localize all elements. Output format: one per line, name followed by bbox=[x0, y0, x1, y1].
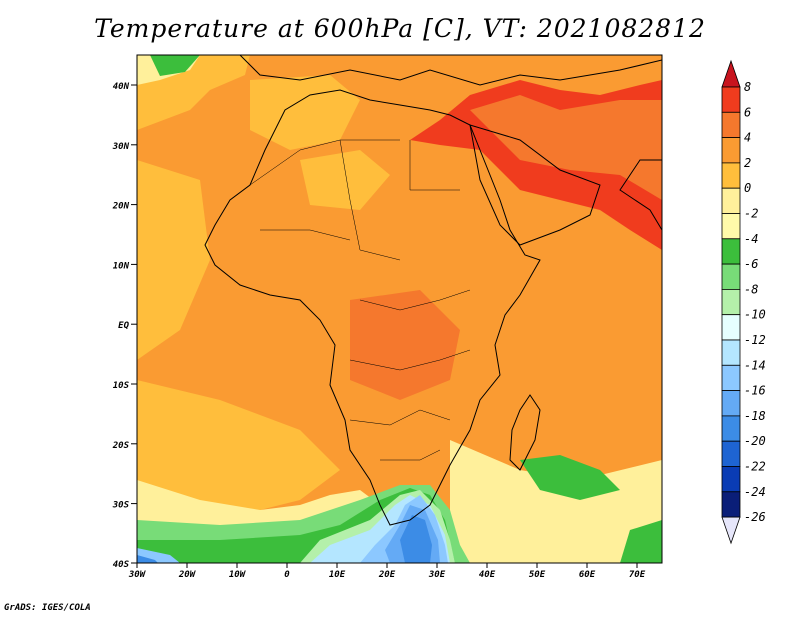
lon-label: 20E bbox=[378, 570, 396, 580]
colorbar-label: -18 bbox=[744, 409, 766, 423]
colorbar-max-arrow bbox=[721, 59, 741, 88]
lat-label: 40S bbox=[113, 560, 130, 570]
colorbar-segment bbox=[721, 288, 741, 316]
colorbar-segment bbox=[721, 111, 741, 139]
colorbar-segment bbox=[721, 314, 741, 341]
colorbar-label: 4 bbox=[744, 131, 751, 145]
lon-label: 10W bbox=[229, 570, 247, 580]
colorbar-label: 8 bbox=[744, 80, 751, 94]
colorbar-segment bbox=[721, 213, 741, 240]
colorbar-label: -20 bbox=[744, 434, 766, 448]
country-borders bbox=[249, 139, 471, 461]
lon-label: 20W bbox=[178, 570, 197, 580]
lat-label: 30S bbox=[112, 501, 130, 511]
colorbar-segment bbox=[721, 187, 741, 214]
colorbar-segment bbox=[721, 238, 741, 265]
colorbar-segment bbox=[721, 390, 741, 417]
colorbar-label: -22 bbox=[744, 460, 766, 474]
lat-label: 10N bbox=[113, 261, 130, 271]
colorbar-segment bbox=[721, 415, 741, 442]
lon-label: 30E bbox=[428, 570, 446, 580]
lon-label: 70E bbox=[629, 570, 646, 580]
longitude-axis: 30W 20W 10W 0 10E 20E 30E 40E 50E 60E 70E bbox=[128, 563, 646, 580]
lat-label: EQ bbox=[118, 321, 129, 331]
lat-label: 20N bbox=[112, 202, 130, 212]
lat-label: 20S bbox=[112, 441, 130, 451]
lat-label: 40N bbox=[113, 82, 130, 92]
colorbar-segment bbox=[721, 86, 741, 113]
colorbar-label: -26 bbox=[744, 510, 766, 524]
lon-label: 0 bbox=[284, 570, 290, 580]
colorbar-segment bbox=[721, 339, 741, 366]
lon-label: 10E bbox=[329, 570, 346, 580]
temperature-field bbox=[137, 55, 662, 563]
map-title: Temperature at 600hPa [C], VT: 202108281… bbox=[94, 14, 706, 43]
colorbar-label: -2 bbox=[744, 207, 758, 221]
colorbar-segment bbox=[721, 137, 741, 164]
lon-label: 30W bbox=[128, 570, 147, 580]
colorbar-label: -14 bbox=[744, 358, 766, 372]
colorbar-label: -4 bbox=[744, 232, 758, 246]
grads-credit: GrADS: IGES/COLA bbox=[4, 603, 91, 613]
lat-label: 10S bbox=[113, 381, 130, 391]
colorbar-segment bbox=[721, 162, 741, 189]
lon-label: 50E bbox=[529, 570, 546, 580]
latitude-axis: 40N 30N 20N 10N EQ 10S 20S 30S 40S bbox=[112, 82, 137, 570]
colorbar-label: -12 bbox=[744, 333, 766, 347]
colorbar-label: -24 bbox=[744, 485, 766, 499]
colorbar-min-arrow bbox=[721, 516, 741, 545]
lon-label: 40E bbox=[479, 570, 496, 580]
colorbar-segment bbox=[721, 440, 741, 467]
colorbar-label: -16 bbox=[744, 384, 766, 398]
colorbar: 8 6 4 2 0 -2 -4 -6 -8 -10 -12 -14 -16 -18 -20 -22 -24 -26 bbox=[721, 59, 766, 545]
colorbar-label: 0 bbox=[744, 181, 751, 195]
colorbar-label: 2 bbox=[744, 156, 751, 170]
map-frame bbox=[136, 54, 663, 564]
colorbar-segment bbox=[721, 364, 741, 391]
colorbar-label: -10 bbox=[744, 308, 766, 322]
colorbar-segment bbox=[721, 491, 741, 518]
colorbar-segment bbox=[721, 466, 741, 493]
lat-label: 30N bbox=[112, 142, 130, 152]
colorbar-label: 6 bbox=[744, 105, 751, 119]
colorbar-segment bbox=[721, 263, 741, 290]
coastlines bbox=[204, 55, 662, 526]
colorbar-label: -8 bbox=[744, 282, 758, 296]
lon-label: 60E bbox=[579, 570, 596, 580]
colorbar-label: -6 bbox=[744, 257, 758, 271]
